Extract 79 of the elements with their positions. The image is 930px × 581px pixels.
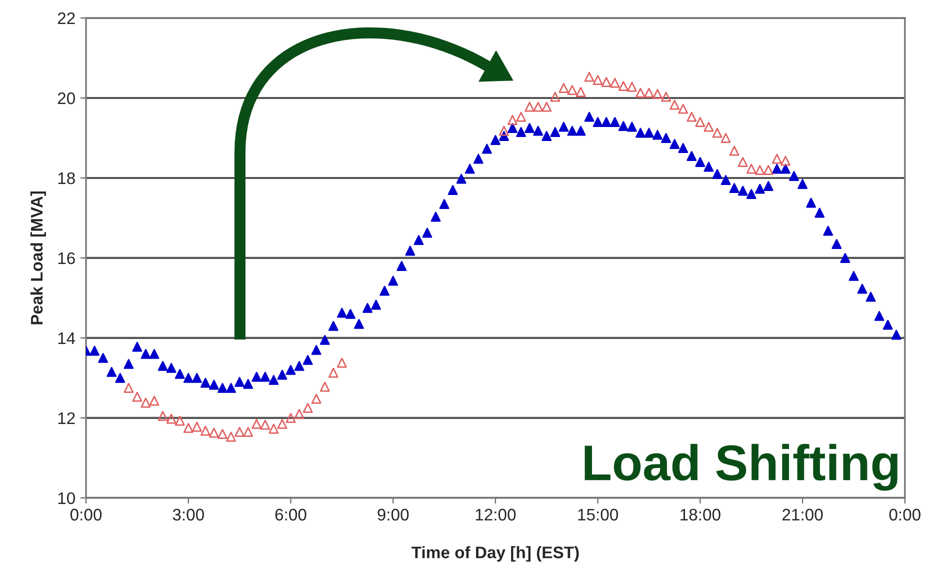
point <box>738 157 748 167</box>
point <box>192 422 202 432</box>
point <box>746 164 756 174</box>
point <box>302 402 313 413</box>
point <box>320 382 330 392</box>
point <box>558 83 569 93</box>
point <box>124 382 134 393</box>
point <box>286 412 296 423</box>
point <box>234 426 245 437</box>
point <box>260 420 270 430</box>
x-axis-title: Time of Day [h] (EST) <box>412 546 579 562</box>
point <box>550 92 560 102</box>
point <box>516 112 526 122</box>
point <box>149 396 160 406</box>
annotation: Load Shifting <box>584 444 898 491</box>
x-tick-label: 0:00 <box>889 508 920 521</box>
point <box>772 154 782 164</box>
point <box>533 102 544 112</box>
point <box>208 428 219 438</box>
x-tick-label: 6:00 <box>275 508 306 521</box>
point <box>576 87 586 97</box>
point <box>584 72 594 82</box>
point <box>158 410 168 421</box>
y-tick-label: 20 <box>58 92 75 104</box>
y-tick-label: 14 <box>58 332 76 344</box>
point <box>695 117 706 127</box>
point <box>754 165 765 175</box>
point <box>635 88 646 98</box>
point <box>704 122 714 132</box>
point <box>166 414 176 424</box>
point <box>499 126 509 136</box>
point <box>567 85 578 95</box>
x-tick-label: 15:00 <box>578 508 618 521</box>
point <box>200 426 210 436</box>
point <box>686 112 697 122</box>
point <box>542 102 552 112</box>
point <box>268 424 279 434</box>
x-tick-label: 18:00 <box>680 508 720 521</box>
point <box>678 104 688 114</box>
x-tick-label: 12:00 <box>476 508 516 521</box>
point <box>644 88 654 98</box>
point <box>336 358 347 368</box>
point <box>712 128 722 138</box>
point <box>763 165 774 175</box>
point <box>661 92 672 102</box>
point <box>626 82 637 92</box>
y-axis-title: Peak Load [MVA] <box>30 191 46 324</box>
y-tick-label: 18 <box>58 172 75 184</box>
point <box>652 89 662 99</box>
point <box>252 418 262 429</box>
x-tick-label: 3:00 <box>172 508 204 521</box>
point <box>729 146 740 156</box>
point <box>328 368 338 378</box>
point <box>132 392 142 402</box>
point <box>218 428 228 439</box>
x-tick-label: 0:00 <box>70 508 102 521</box>
point <box>311 394 322 404</box>
point <box>294 408 304 419</box>
y-tick-label: 22 <box>58 12 75 24</box>
point <box>524 102 535 112</box>
point <box>140 398 151 408</box>
point <box>183 422 194 433</box>
point <box>780 156 790 166</box>
point <box>508 115 518 125</box>
point <box>174 416 185 426</box>
x-tick-label: 9:00 <box>378 508 409 521</box>
point <box>601 77 612 87</box>
point <box>243 426 254 437</box>
point <box>592 75 603 85</box>
x-tick-label: 21:00 <box>782 508 823 521</box>
point <box>720 133 731 143</box>
point <box>670 100 680 110</box>
point <box>226 432 236 442</box>
point <box>618 81 628 91</box>
point <box>277 418 288 429</box>
y-tick-label: 16 <box>58 252 75 264</box>
point <box>610 78 620 88</box>
y-tick-label: 12 <box>58 412 75 424</box>
y-tick-label: 10 <box>58 492 75 504</box>
